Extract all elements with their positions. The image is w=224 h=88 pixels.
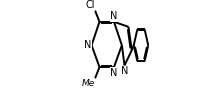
Text: N: N — [110, 68, 118, 78]
Text: Me: Me — [82, 79, 95, 88]
Text: Cl: Cl — [85, 0, 95, 10]
Text: N: N — [110, 11, 118, 21]
Text: N: N — [121, 66, 129, 76]
Text: N: N — [84, 40, 91, 50]
